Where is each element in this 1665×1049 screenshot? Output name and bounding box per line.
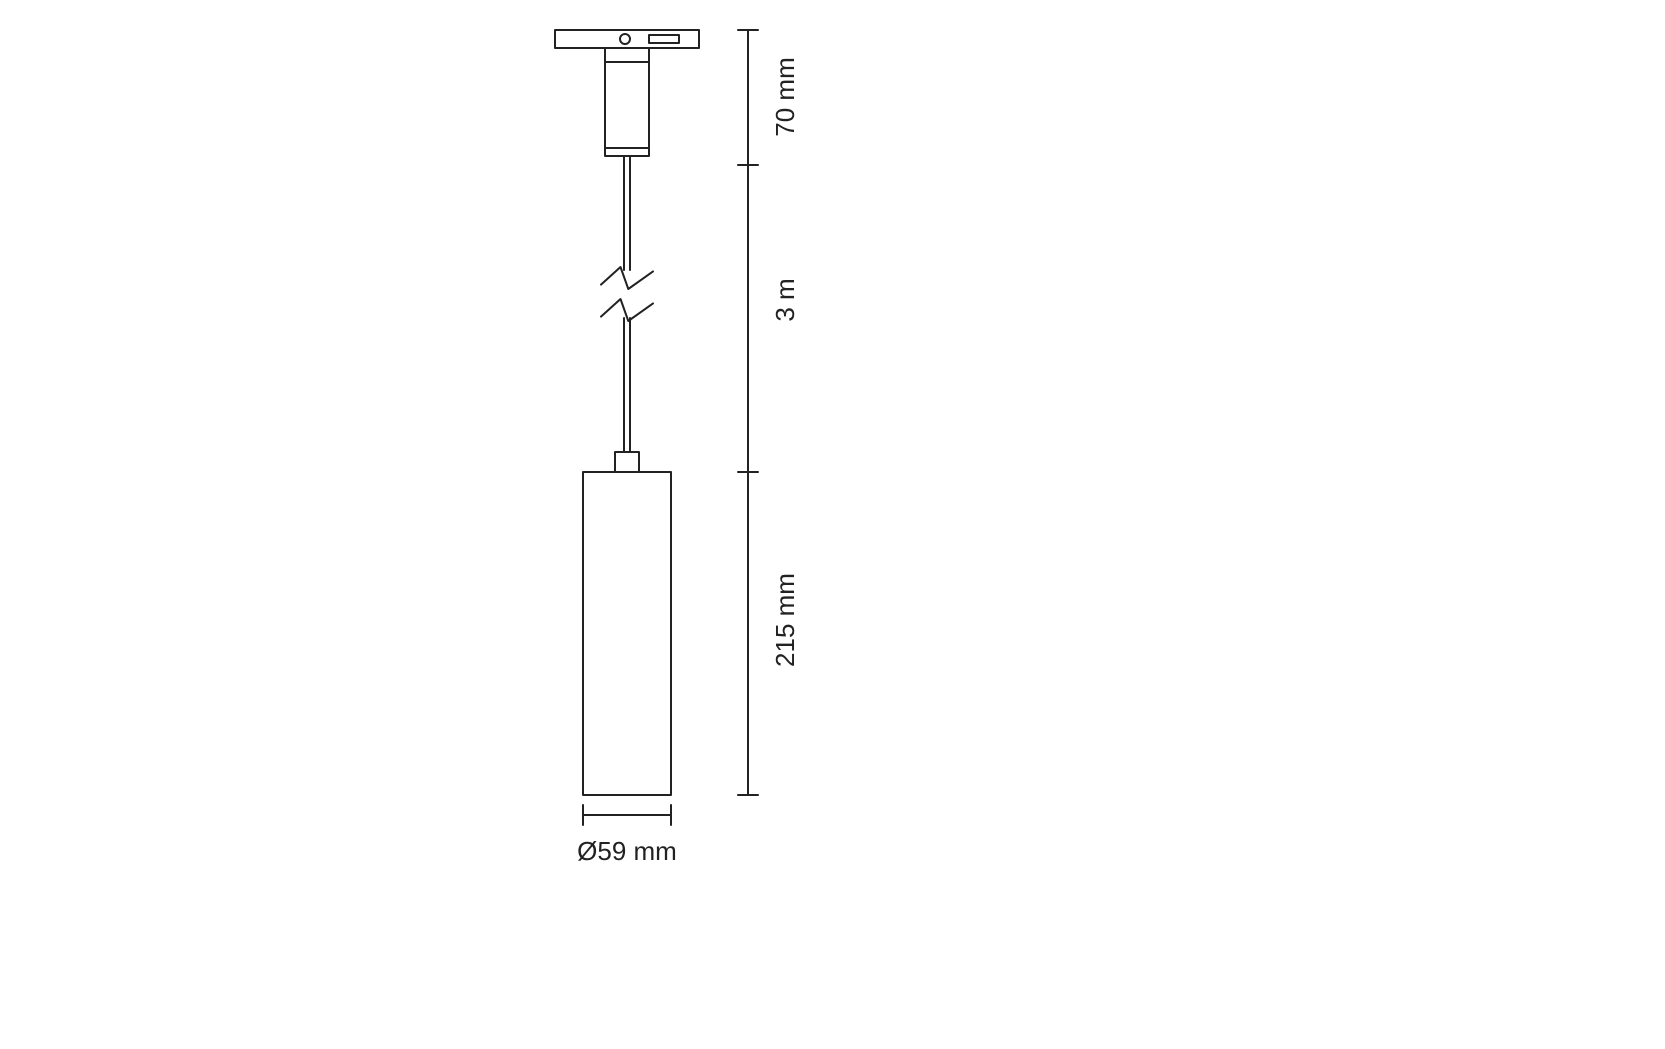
label-body-height: 215 mm xyxy=(770,573,800,667)
label-cable-length: 3 m xyxy=(770,278,800,321)
technical-drawing: Ø59 mm 70 mm 3 m 215 mm xyxy=(0,0,1665,1049)
label-adapter-height: 70 mm xyxy=(770,57,800,136)
label-diameter: Ø59 mm xyxy=(577,836,677,866)
